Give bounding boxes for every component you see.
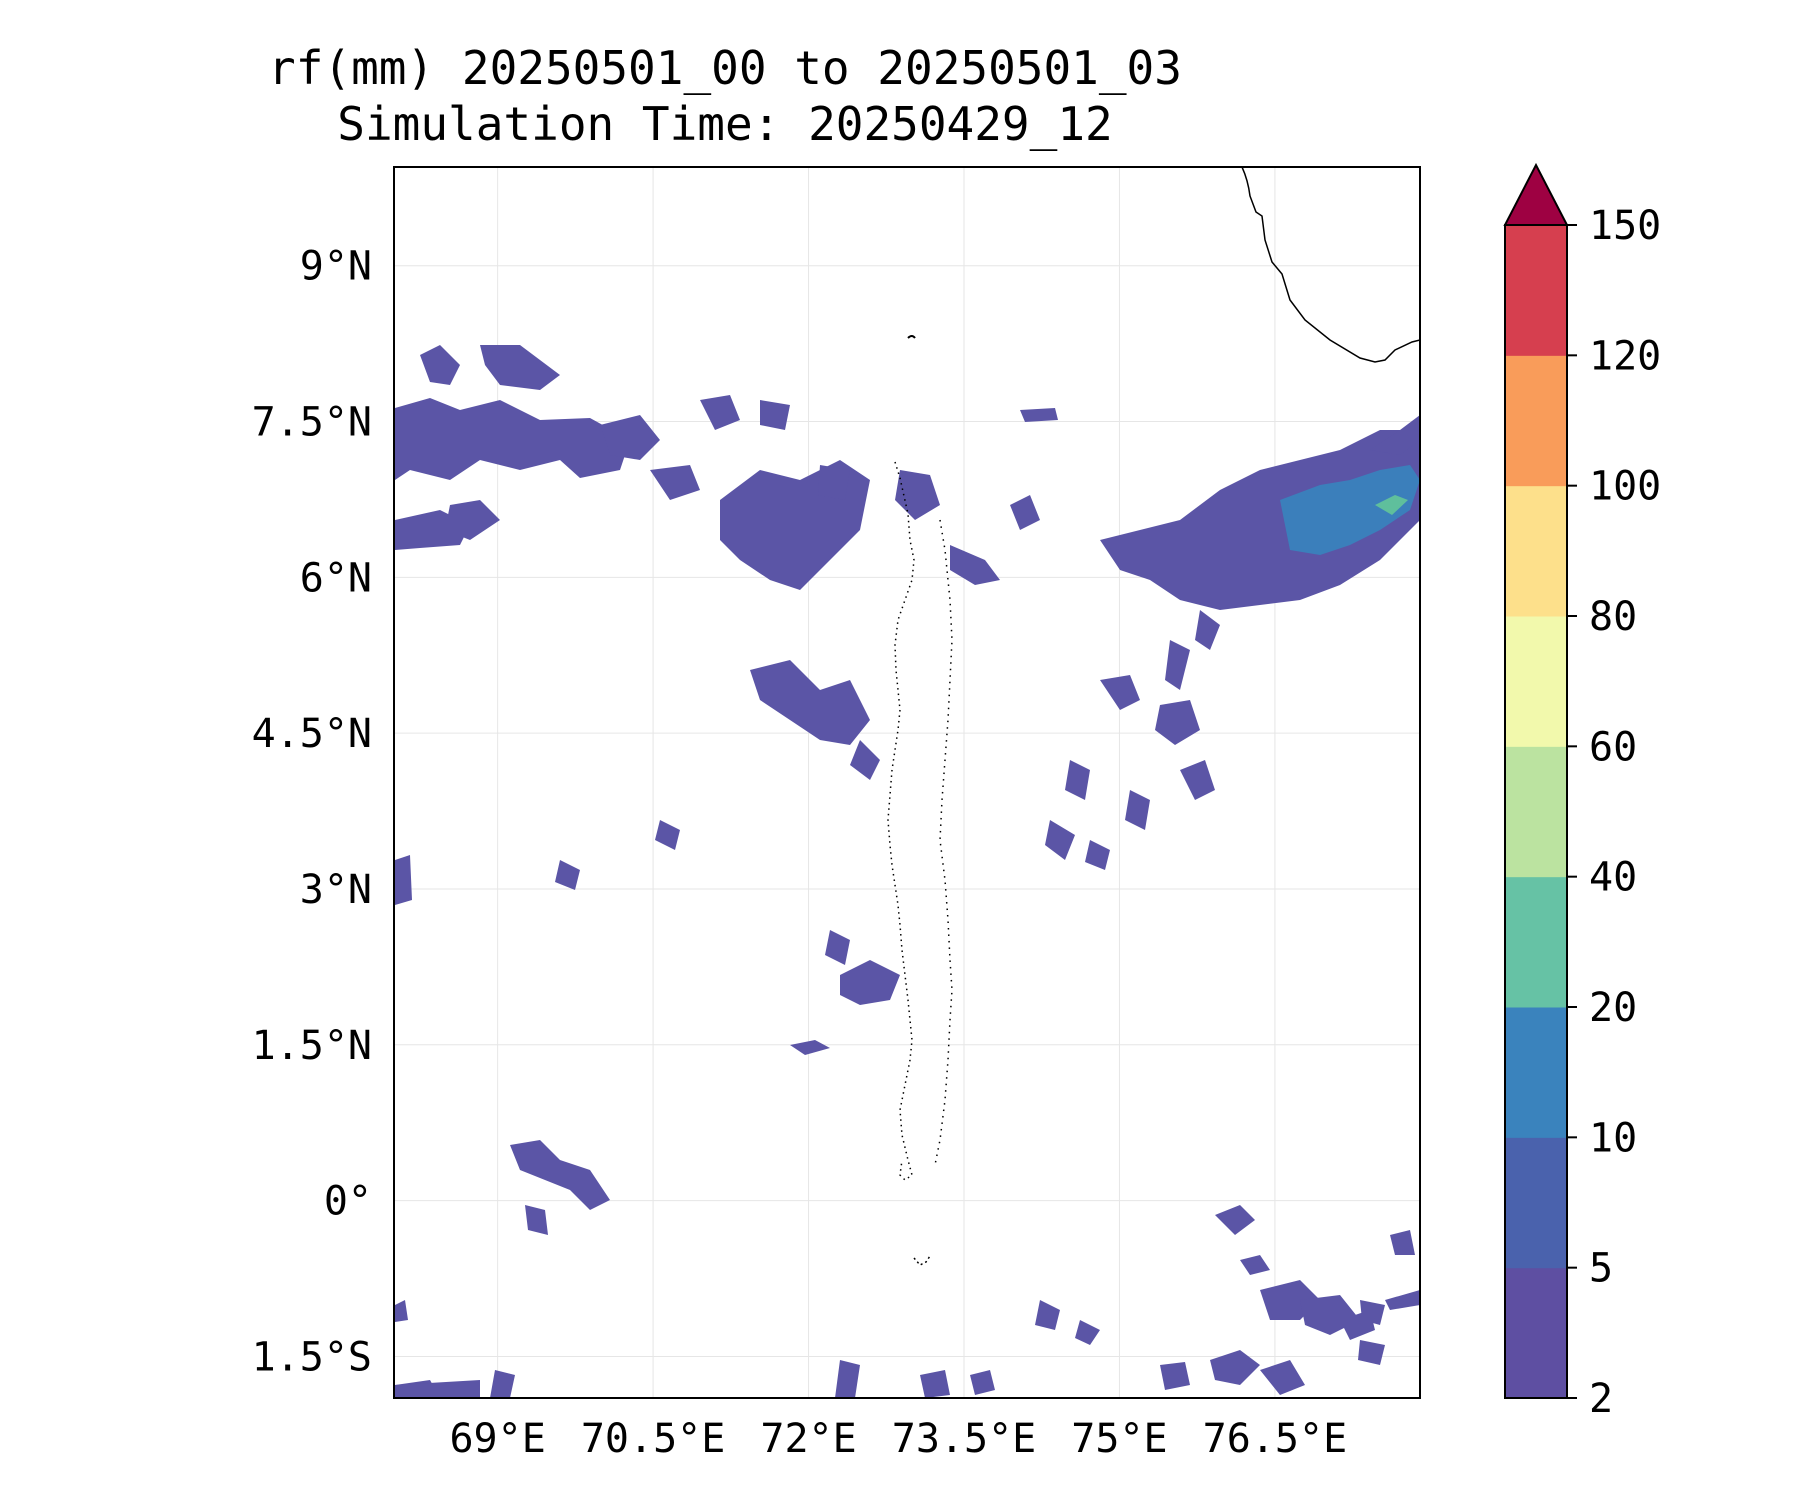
y-tick-label: 7.5°N [252, 400, 372, 446]
rain-cell [1375, 495, 1408, 515]
colorbar-tick-label: 100 [1589, 464, 1661, 510]
x-tick-label: 75°E [1071, 1416, 1167, 1462]
map-background [394, 167, 1420, 1398]
y-axis: 9°N 7.5°N 6°N 4.5°N 3°N 1.5°N 0° 1.5°S [252, 244, 372, 1381]
rain-cell [750, 660, 880, 780]
colorbar-bin [1505, 1137, 1567, 1269]
map-title: rf(mm) 20250501_00 to 20250501_03 [268, 41, 1182, 95]
rain-cell [600, 415, 700, 500]
y-tick-label: 9°N [300, 244, 372, 290]
x-tick-label: 69°E [449, 1416, 545, 1462]
colorbar-tick-label: 120 [1589, 333, 1661, 379]
colorbar: 2 5 10 20 40 60 80 100 120 150 [1503, 162, 1661, 1422]
x-tick-label: 76.5°E [1203, 1416, 1348, 1462]
graticule [394, 167, 1420, 1398]
rain-cell [1280, 465, 1420, 555]
rain-cell [1300, 1295, 1385, 1340]
rain-cell [1165, 415, 1420, 690]
x-tick-label: 73.5°E [892, 1416, 1037, 1462]
rain-cell [510, 1140, 610, 1235]
colorbar-frame [1504, 224, 1568, 1399]
colorbar-bin [1505, 485, 1567, 617]
colorbar-tick-label: 80 [1589, 594, 1637, 640]
rain-cell [1045, 760, 1110, 870]
colorbar-bin [1505, 355, 1567, 487]
rain-cell [700, 395, 850, 500]
coastline [887, 167, 1420, 1266]
rain-cell [395, 1370, 995, 1398]
y-tick-label: 0° [324, 1179, 372, 1225]
colorbar-tick-label: 150 [1589, 203, 1661, 249]
x-axis: 69°E 70.5°E 72°E 73.5°E 75°E 76.5°E [449, 1416, 1347, 1462]
rainfall-field [395, 345, 1420, 1398]
colorbar-bin [1505, 1007, 1567, 1138]
y-tick-label: 1.5°S [252, 1334, 372, 1380]
rain-cell [1215, 1205, 1320, 1320]
rain-cell [395, 510, 470, 550]
y-tick-label: 4.5°N [252, 711, 372, 757]
rain-cell [1100, 430, 1420, 610]
rain-cell [895, 470, 1000, 585]
x-tick-label: 72°E [760, 1416, 856, 1462]
y-tick-label: 1.5°N [252, 1023, 372, 1069]
colorbar-tick-label: 20 [1589, 985, 1637, 1031]
rain-cell [1100, 675, 1215, 830]
colorbar-tick-label: 40 [1589, 855, 1637, 901]
colorbar-tick-label: 2 [1589, 1376, 1613, 1422]
y-tick-label: 3°N [300, 867, 372, 913]
map-frame [393, 166, 1421, 1399]
map-subtitle: Simulation Time: 20250429_12 [337, 97, 1113, 151]
rain-cell [1035, 1300, 1100, 1345]
rain-cell [840, 960, 900, 1005]
rain-cell [420, 345, 560, 390]
colorbar-tick-label: 60 [1589, 724, 1637, 770]
rain-cell [1358, 1230, 1420, 1365]
rain-cell [1160, 1350, 1305, 1395]
rain-cell [1010, 408, 1058, 530]
x-tick-label: 70.5°E [581, 1416, 726, 1462]
colorbar-bin [1505, 225, 1567, 356]
y-tick-label: 6°N [300, 555, 372, 601]
colorbar-bin [1505, 746, 1567, 878]
colorbar-bin [1505, 1267, 1567, 1399]
colorbar-extend-arrow [1503, 162, 1569, 226]
colorbar-bin [1505, 616, 1567, 747]
rain-cell [395, 398, 630, 540]
colorbar-tick-label: 10 [1589, 1115, 1637, 1161]
colorbar-bin [1505, 876, 1567, 1008]
colorbar-tick-label: 5 [1589, 1246, 1613, 1292]
